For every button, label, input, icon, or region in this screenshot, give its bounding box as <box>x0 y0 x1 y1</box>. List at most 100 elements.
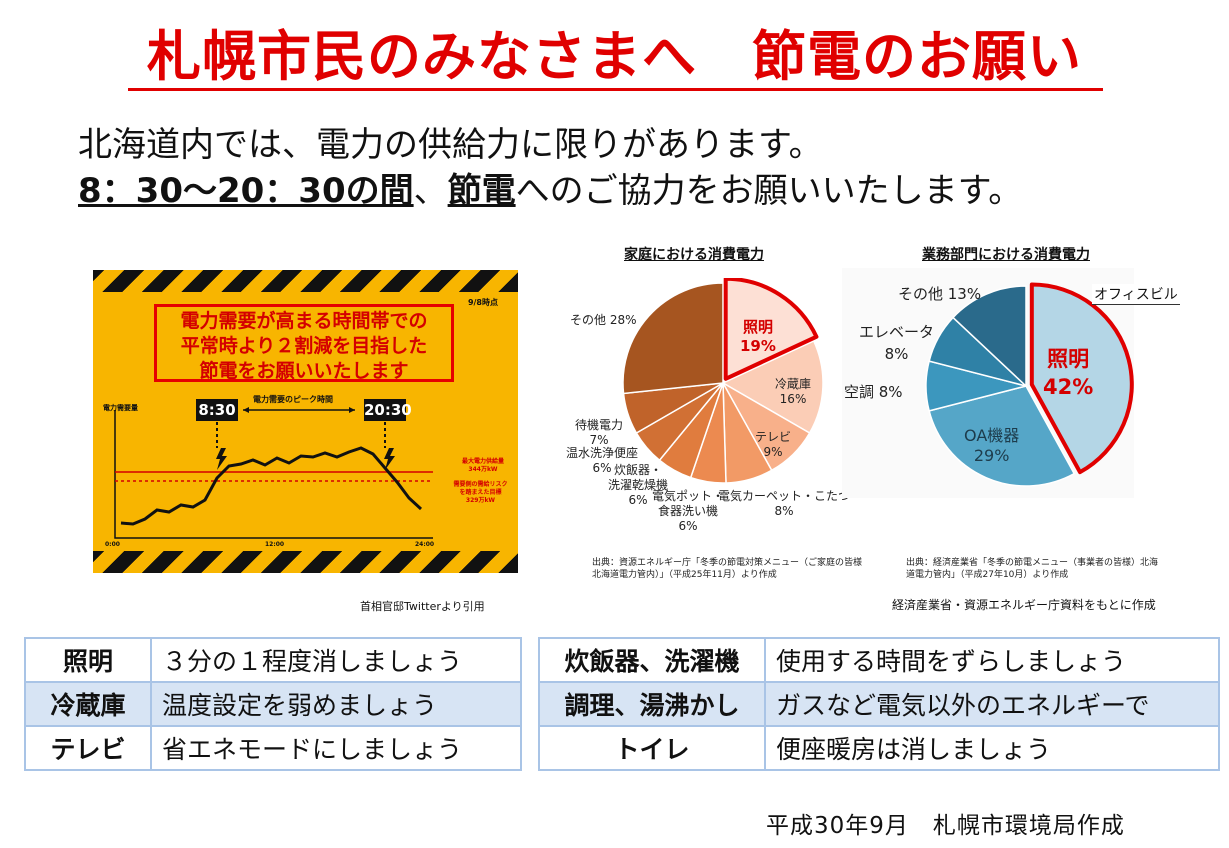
panel-as-of: 9/8時点 <box>467 298 498 307</box>
home-label-fridge-name: 冷蔵庫 <box>775 377 812 391</box>
intro-time-range: 8：30〜20：30の間 <box>78 171 414 211</box>
home-label-toilet: 温水洗浄便座 6% <box>566 446 638 476</box>
office-label-elevator-name: エレベータ <box>859 323 935 341</box>
office-label-light: 照明 42% <box>1043 345 1093 401</box>
office-label-light-pct: 42% <box>1043 375 1094 399</box>
tip-item: 照明 <box>24 637 152 683</box>
table-row: 調理、湯沸かし ガスなど電気以外のエネルギーで <box>538 681 1220 727</box>
office-building-tag: オフィスビル <box>1092 284 1180 305</box>
home-label-other: その他 28% <box>570 313 637 327</box>
chart-ylabel: 電力需要量 <box>103 404 138 412</box>
tip-text: ３分の１程度消しましょう <box>150 637 522 683</box>
footer-credit: 平成30年9月 札幌市環境局作成 <box>766 813 1125 839</box>
office-pie-chart <box>925 282 1134 487</box>
home-source-line: 出典：資源エネルギー庁「冬季の節電対策メニュー（ご家庭の皆様 <box>592 558 863 568</box>
x-tick: 24:00 <box>415 541 435 548</box>
office-label-elevator: エレベータ 8% <box>859 321 934 365</box>
panel-credit: 首相官邸Twitterより引用 <box>360 600 485 613</box>
home-label-toilet-pct: 6% <box>592 461 612 475</box>
max-supply-line: 344万kW <box>468 466 498 473</box>
office-label-oa-name: OA機器 <box>964 426 1020 445</box>
tip-text: 省エネモードにしましょう <box>150 725 522 771</box>
tip-item: 調理、湯沸かし <box>538 681 766 727</box>
intro-line-1: 北海道内では、電力の供給力に限りがあります。 <box>78 125 823 165</box>
home-label-carpet-name: 電気カーペット・こたつ <box>718 489 851 503</box>
start-time-badge: 8:30 <box>196 399 238 421</box>
panel-message-line: 平常時より２割減を目指した <box>180 335 428 357</box>
intro-sep: 、 <box>413 171 448 211</box>
home-label-carpet: 電気カーペット・こたつ 8% <box>718 489 850 519</box>
power-demand-panel: 電力需要が高まる時間帯での 平常時より２割減を目指した 節電をお願いいたします … <box>93 270 518 573</box>
panel-message: 電力需要が高まる時間帯での 平常時より２割減を目指した 節電をお願いいたします <box>154 304 454 382</box>
home-label-pot: 電気ポット・ 食器洗い機 6% <box>652 489 724 534</box>
hazard-stripes-bottom <box>93 551 518 573</box>
home-label-carpet-pct: 8% <box>774 504 794 518</box>
home-pie-slice-0 <box>723 278 819 381</box>
home-pie-slice-8 <box>622 282 724 395</box>
risk-target-line: 需要側の需給リスク <box>453 481 508 488</box>
intro-line-2: 8：30〜20：30の間、節電へのご協力をお願いいたします。 <box>78 168 1022 214</box>
table-row: 照明 ３分の１程度消しましょう <box>24 637 522 683</box>
home-label-fridge-pct: 16% <box>779 392 807 406</box>
peak-time-label: 電力需要のピーク時間 <box>253 395 333 404</box>
home-pie-title: 家庭における消費電力 <box>624 247 764 263</box>
intro-setsuden: 節電 <box>447 171 516 211</box>
home-label-rice-line: 洗濯乾燥機 <box>608 478 669 492</box>
panel-message-line: 電力需要が高まる時間帯での <box>180 310 428 332</box>
office-label-oa-pct: 29% <box>973 446 1010 465</box>
home-label-light-name: 照明 <box>742 318 773 336</box>
page-title: 札幌市民のみなさまへ 節電のお願い <box>147 25 1082 88</box>
risk-target-line: を踏まえた目標 <box>459 489 502 496</box>
home-label-light-pct: 19% <box>740 337 776 355</box>
home-label-pot-pct: 6% <box>678 519 698 533</box>
home-label-standby-pct: 7% <box>589 433 609 447</box>
office-pie-slice-0 <box>1029 282 1134 475</box>
home-label-fridge: 冷蔵庫 16% <box>775 377 811 407</box>
demand-chart <box>114 407 433 539</box>
home-label-rice-pct: 6% <box>628 493 648 507</box>
home-label-pot-line: 電気ポット・ <box>652 489 725 503</box>
home-label-standby: 待機電力 7% <box>575 418 623 448</box>
tip-text: 便座暖房は消しましょう <box>764 725 1220 771</box>
office-source-line: 出典：経済産業省「冬季の節電メニュー（事業者の皆様）北海 <box>906 558 1159 568</box>
x-tick: 12:00 <box>265 541 285 548</box>
tip-item: テレビ <box>24 725 152 771</box>
office-label-other: その他 13% <box>898 285 982 303</box>
risk-target-label: 需要側の需給リスク を踏まえた目標 329万kW <box>443 481 518 505</box>
tip-item: トイレ <box>538 725 766 771</box>
home-label-rice-line: 炊飯器・ <box>614 463 663 477</box>
tip-item: 炊飯器、洗濯機 <box>538 637 766 683</box>
home-source: 出典：資源エネルギー庁「冬季の節電対策メニュー（ご家庭の皆様 北海道電力管内）」… <box>592 557 862 581</box>
office-pie-title: 業務部門における消費電力 <box>922 247 1090 263</box>
home-label-tv: テレビ 9% <box>755 430 791 460</box>
table-row: 炊飯器、洗濯機 使用する時間をずらしましょう <box>538 637 1220 683</box>
home-label-pot-line: 食器洗い機 <box>658 504 719 518</box>
tips-table-right: 炊飯器、洗濯機 使用する時間をずらしましょう 調理、湯沸かし ガスなど電気以外の… <box>538 637 1220 771</box>
office-source: 出典：経済産業省「冬季の節電メニュー（事業者の皆様）北海 道電力管内」（平成27… <box>906 557 1158 581</box>
tip-text: 温度設定を弱めましょう <box>150 681 522 727</box>
home-label-light: 照明 19% <box>740 318 776 356</box>
tips-table-left: 照明 ３分の１程度消しましょう 冷蔵庫 温度設定を弱めましょう テレビ 省エネモ… <box>24 637 522 771</box>
panel-message-line: 節電をお願いいたします <box>199 360 409 382</box>
home-source-line: 北海道電力管内）」（平成25年11月）より作成 <box>592 570 777 580</box>
max-supply-line: 最大電力供給量 <box>461 458 504 465</box>
office-label-oa: OA機器 29% <box>964 426 1019 466</box>
home-pie-chart <box>622 278 824 484</box>
home-label-toilet-name: 温水洗浄便座 <box>566 446 639 460</box>
tip-text: 使用する時間をずらしましょう <box>764 637 1220 683</box>
office-pie-slice-1 <box>928 385 1076 487</box>
office-pie-slice-4 <box>952 285 1027 388</box>
table-row: 冷蔵庫 温度設定を弱めましょう <box>24 681 522 727</box>
hazard-stripes-top <box>93 270 518 292</box>
home-label-tv-name: テレビ <box>755 430 792 444</box>
title-underline <box>128 88 1103 91</box>
tip-item: 冷蔵庫 <box>24 681 152 727</box>
tip-text: ガスなど電気以外のエネルギーで <box>764 681 1220 727</box>
office-label-aircon: 空調 8% <box>844 383 903 401</box>
max-supply-label: 最大電力供給量 344万kW <box>448 458 518 474</box>
table-row: トイレ 便座暖房は消しましょう <box>538 725 1220 771</box>
home-pie-slice-1 <box>721 339 824 435</box>
home-label-rice: 炊飯器・ 洗濯乾燥機 6% <box>608 463 668 508</box>
intro-rest: へのご協力をお願いいたします。 <box>515 171 1023 211</box>
x-tick: 0:00 <box>105 541 120 548</box>
